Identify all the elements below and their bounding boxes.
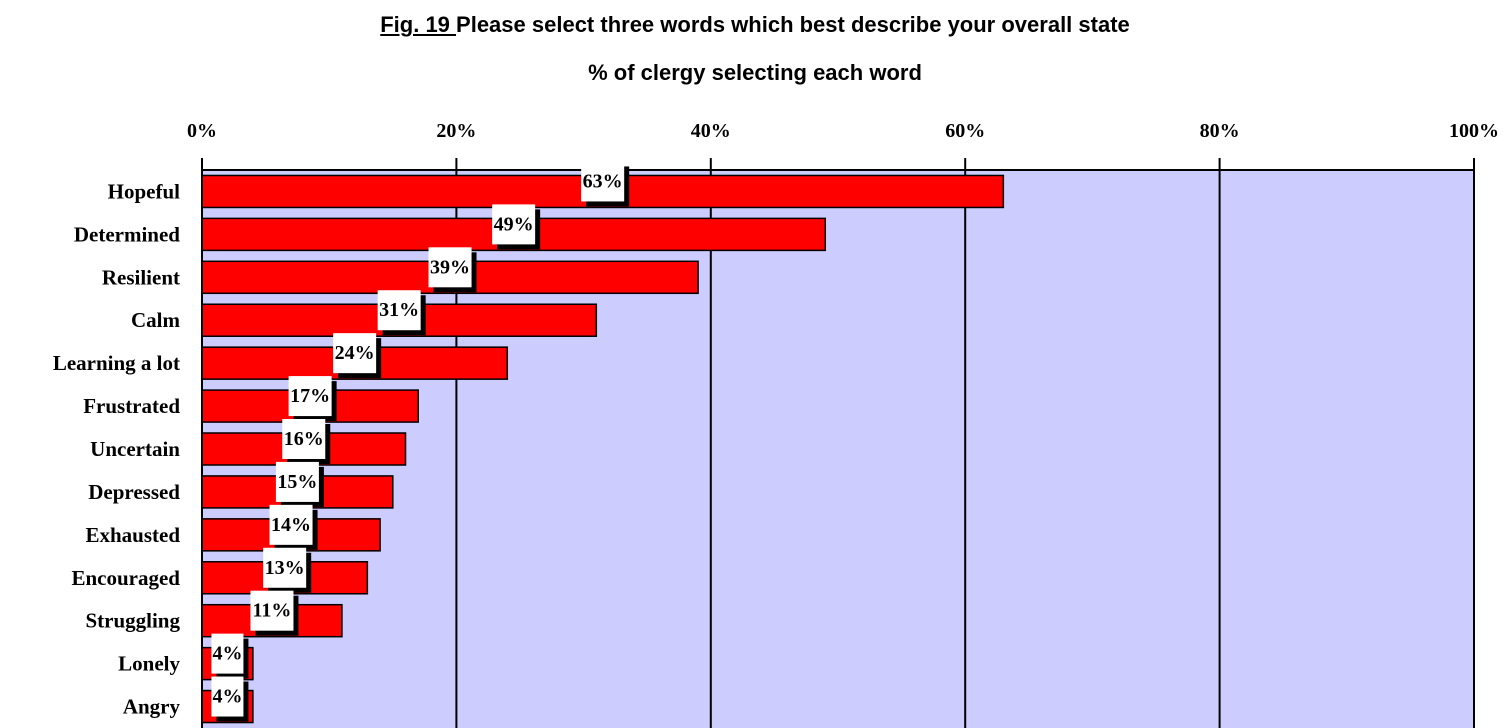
data-label: 63% (583, 170, 623, 192)
data-label-background (282, 419, 326, 459)
x-tick-label: 40% (691, 120, 731, 142)
data-label-background (428, 247, 472, 288)
data-label: 39% (430, 256, 470, 278)
data-label: 4% (212, 643, 242, 665)
category-label: Uncertain (90, 437, 180, 461)
category-label: Struggling (85, 609, 180, 633)
data-label-box: 16% (282, 419, 331, 464)
chart-subtitle: % of clergy selecting each word (588, 60, 922, 85)
data-label-box: 17% (288, 376, 337, 422)
data-label-background (581, 161, 625, 202)
x-tick-label: 100% (1449, 120, 1499, 142)
data-label-background (333, 333, 377, 374)
data-label-background (275, 461, 319, 502)
x-tick-label: 20% (436, 120, 476, 142)
chart-title: Fig. 19 Please select three words which … (0, 12, 1510, 38)
data-label: 49% (494, 213, 534, 235)
data-label-box: 11% (250, 590, 299, 636)
x-tick-label: 80% (1200, 120, 1240, 142)
x-tick-label: 60% (945, 120, 985, 142)
figure-number: Fig. 19 (380, 12, 457, 37)
x-tick-label: 0% (187, 120, 217, 142)
data-label: 13% (265, 557, 305, 579)
data-label-box: 4% (211, 633, 249, 679)
category-label: Resilient (102, 265, 180, 289)
data-label: 16% (284, 428, 324, 450)
data-label: 31% (379, 299, 419, 321)
data-label: 15% (277, 471, 317, 493)
data-label-background (250, 590, 294, 631)
data-label-background (377, 290, 421, 331)
category-label: Encouraged (71, 566, 180, 590)
data-label-box: 49% (492, 204, 541, 250)
data-label-box: 14% (269, 504, 318, 550)
category-label: Learning a lot (53, 351, 180, 375)
data-label-box: 31% (377, 290, 426, 336)
category-label: Exhausted (85, 523, 180, 547)
category-label: Calm (131, 308, 181, 332)
data-label-box: 4% (211, 676, 249, 722)
data-label-background (492, 204, 536, 245)
chart-title-area: Fig. 19 Please select three words which … (0, 0, 1510, 110)
data-label-box: 13% (263, 547, 312, 593)
data-label-box: 39% (428, 247, 477, 293)
data-label: 4% (212, 686, 242, 708)
category-label: Angry (123, 695, 181, 719)
category-label: Hopeful (108, 179, 181, 203)
data-label-box: 15% (275, 461, 324, 507)
data-label: 24% (335, 342, 375, 364)
category-label: Depressed (88, 480, 180, 504)
category-label: Frustrated (83, 394, 180, 418)
data-label-background (269, 504, 313, 545)
data-label: 14% (271, 514, 311, 536)
data-label-box: 24% (333, 333, 382, 379)
data-label: 11% (253, 600, 292, 622)
data-label-background (211, 676, 244, 717)
data-label-background (288, 376, 332, 417)
category-label: Determined (74, 222, 180, 246)
data-label-box: 63% (581, 161, 630, 207)
data-label-background (263, 547, 307, 588)
category-label: Lonely (118, 652, 180, 676)
data-label: 17% (290, 385, 330, 407)
data-label-background (211, 633, 244, 674)
chart-title-text: Please select three words which best des… (456, 12, 1130, 37)
